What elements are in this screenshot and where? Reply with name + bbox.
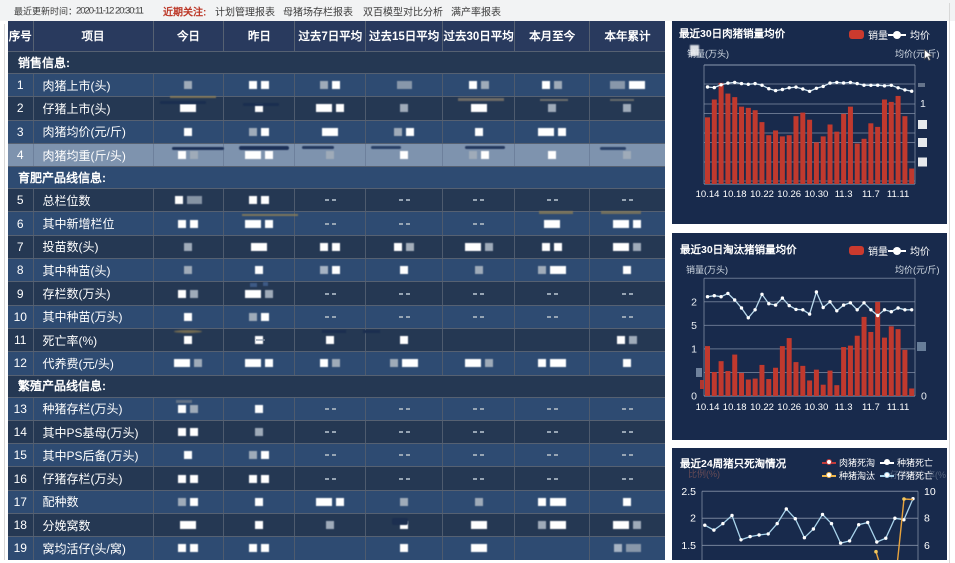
svg-text:5: 5 bbox=[691, 320, 697, 332]
svg-text:10.26: 10.26 bbox=[777, 189, 801, 200]
svg-text:10.14: 10.14 bbox=[696, 189, 720, 200]
svg-text:11.7: 11.7 bbox=[862, 402, 880, 413]
svg-text:10.30: 10.30 bbox=[805, 189, 829, 200]
svg-text:8: 8 bbox=[924, 513, 930, 525]
svg-text:11.11: 11.11 bbox=[887, 189, 909, 200]
svg-text:10.18: 10.18 bbox=[723, 189, 747, 200]
svg-text:10.26: 10.26 bbox=[777, 402, 801, 413]
svg-text:11.11: 11.11 bbox=[887, 402, 909, 413]
svg-text:0: 0 bbox=[921, 391, 927, 403]
svg-text:10.22: 10.22 bbox=[750, 189, 774, 200]
svg-text:1: 1 bbox=[920, 98, 926, 110]
svg-text:2: 2 bbox=[691, 296, 697, 308]
svg-text:10.18: 10.18 bbox=[723, 402, 747, 413]
svg-text:11.3: 11.3 bbox=[835, 189, 853, 200]
svg-text:10.22: 10.22 bbox=[750, 402, 774, 413]
svg-text:2.5: 2.5 bbox=[681, 486, 696, 498]
svg-text:11.7: 11.7 bbox=[862, 189, 880, 200]
svg-text:6: 6 bbox=[924, 540, 930, 552]
svg-text:2: 2 bbox=[690, 513, 696, 525]
svg-text:11.3: 11.3 bbox=[835, 402, 853, 413]
svg-text:10.14: 10.14 bbox=[696, 402, 720, 413]
svg-text:1.5: 1.5 bbox=[681, 540, 696, 552]
svg-text:10.30: 10.30 bbox=[805, 402, 829, 413]
svg-text:10: 10 bbox=[924, 486, 936, 498]
svg-text:0: 0 bbox=[691, 391, 697, 403]
svg-text:1: 1 bbox=[691, 343, 697, 355]
